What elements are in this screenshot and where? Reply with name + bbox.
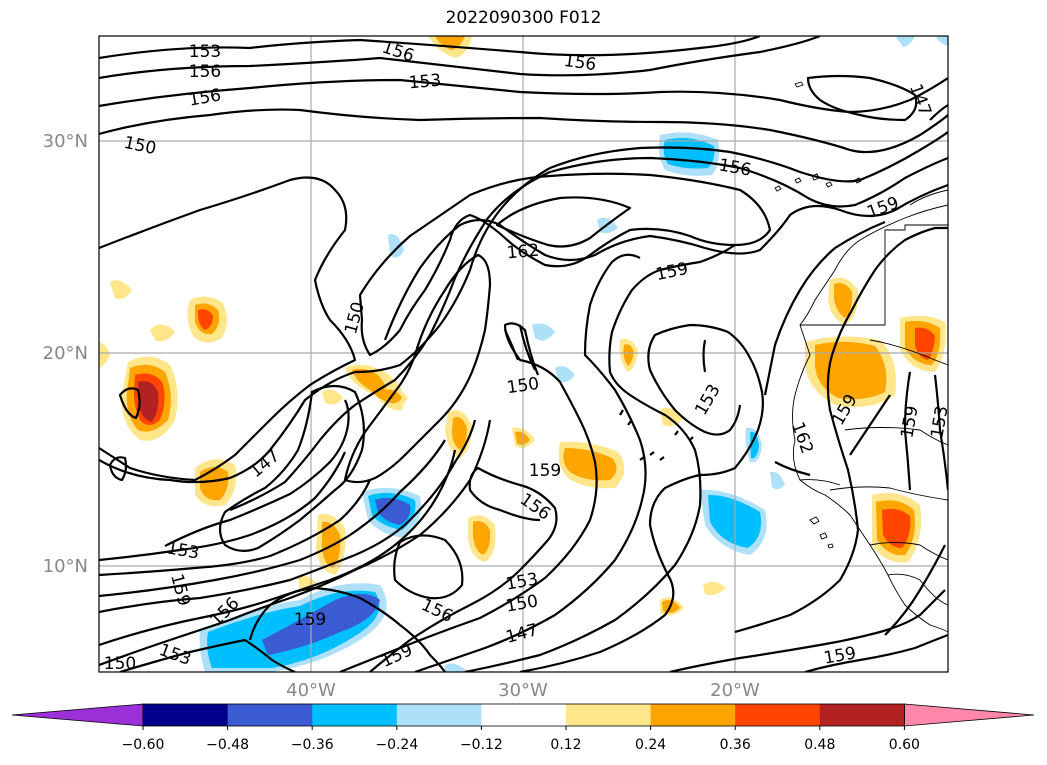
contour-label: 147 bbox=[905, 81, 935, 118]
colorbar-segment bbox=[312, 704, 398, 726]
lat-label-10n: 10°N bbox=[42, 556, 88, 577]
contour-label: 150 bbox=[104, 654, 136, 674]
colorbar-segment bbox=[143, 704, 229, 726]
contour-label: 159 bbox=[294, 610, 326, 630]
contour-label: 162 bbox=[787, 419, 817, 456]
positive-anomaly-patches bbox=[99, 36, 946, 616]
colorbar-segment bbox=[819, 704, 905, 726]
colorbar bbox=[11, 703, 1035, 730]
lat-label-30n: 30°N bbox=[42, 131, 88, 152]
lon-label-20w: 20°W bbox=[710, 680, 760, 701]
colorbar-tick-label: −0.12 bbox=[459, 737, 503, 753]
colorbar-segment bbox=[650, 704, 736, 726]
colorbar-tick-label: 0.12 bbox=[550, 737, 582, 753]
colorbar-tick-label: −0.36 bbox=[290, 737, 334, 753]
colorbar-segment bbox=[396, 704, 482, 726]
lat-label-20n: 20°N bbox=[42, 343, 88, 364]
colorbar-min-arrow bbox=[11, 703, 144, 727]
lon-label-40w: 40°W bbox=[286, 680, 336, 701]
colorbar-segment bbox=[227, 704, 313, 726]
colorbar-segment bbox=[481, 704, 567, 726]
map-frame bbox=[98, 35, 949, 673]
contour-label: 159 bbox=[166, 572, 194, 609]
contour-label: 150 bbox=[506, 374, 541, 398]
lon-label-30w: 30°W bbox=[498, 680, 548, 701]
contour-label: 153 bbox=[189, 42, 221, 62]
colorbar-tick-label: 0.60 bbox=[888, 737, 920, 753]
contour-label: 153 bbox=[927, 404, 952, 439]
contour-label: 159 bbox=[529, 461, 561, 481]
contour-label: 159 bbox=[897, 404, 922, 439]
contour-label: 156 bbox=[563, 51, 598, 75]
colorbar-tick-label: −0.48 bbox=[206, 737, 250, 753]
colorbar-tick-label: −0.60 bbox=[121, 737, 165, 753]
contour-label: 156 bbox=[189, 62, 221, 82]
colorbar-tick-label: 0.48 bbox=[804, 737, 836, 753]
colorbar-max-arrow bbox=[904, 703, 1035, 727]
colorbar-tick-label: 0.24 bbox=[635, 737, 667, 753]
contour-label: 153 bbox=[408, 71, 442, 94]
contour-label: 150 bbox=[341, 300, 369, 337]
map-title: 2022090300 F012 bbox=[445, 8, 602, 28]
colorbar-tick-label: 0.36 bbox=[719, 737, 751, 753]
height-contours bbox=[99, 36, 948, 672]
contour-label: 162 bbox=[506, 241, 540, 264]
colorbar-tick-label: −0.24 bbox=[375, 737, 419, 753]
contour-label: 153 bbox=[156, 640, 193, 670]
contour-label: 156 bbox=[379, 37, 416, 66]
colorbar-segment bbox=[735, 704, 821, 726]
colorbar-segment bbox=[566, 704, 652, 726]
